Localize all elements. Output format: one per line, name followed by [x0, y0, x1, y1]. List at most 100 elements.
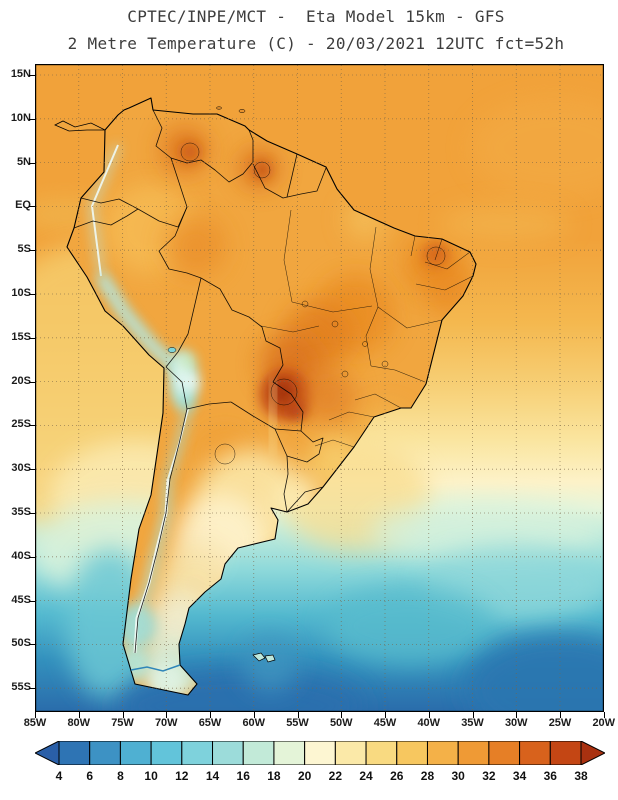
lon-tick — [385, 712, 386, 718]
lon-label: 30W — [504, 717, 528, 729]
lat-label: 5N — [16, 155, 31, 168]
paraguay-river-band — [268, 379, 278, 455]
country-borders — [73, 109, 327, 654]
colorbar-label: 24 — [359, 769, 373, 783]
colorbar — [35, 741, 605, 765]
lat-label: 50S — [11, 637, 31, 650]
colorbar-segment — [426, 741, 459, 765]
colorbar-label: 10 — [144, 769, 158, 783]
lat-tick — [29, 294, 35, 295]
colorbar-label: 6 — [86, 769, 94, 783]
colorbar-segment — [488, 741, 521, 765]
lon-tick — [516, 712, 518, 718]
lon-label: 65W — [198, 717, 222, 729]
lon-label: 35W — [461, 717, 484, 729]
colorbar-arrow-right — [580, 741, 605, 765]
lat-label: 35S — [11, 506, 31, 518]
lon-label: 85W — [23, 717, 47, 729]
lon-tick — [35, 712, 36, 718]
lat-label: 55S — [11, 681, 31, 694]
lat-tick — [29, 600, 35, 602]
lat-tick — [29, 162, 35, 164]
lat-tick — [29, 206, 35, 208]
colorbar-segment — [304, 741, 336, 765]
colorbar-segment — [365, 741, 398, 765]
colorbar-label: 14 — [205, 769, 220, 783]
gridlines — [36, 65, 603, 711]
lat-tick — [29, 425, 35, 427]
lon-tick — [166, 712, 168, 718]
lat-tick — [29, 513, 35, 514]
state-borders — [260, 209, 474, 448]
colorbar-arrow-left — [35, 741, 60, 765]
colorbar-segment — [58, 741, 91, 765]
colorbar-label: 22 — [328, 769, 343, 783]
lat-tick — [29, 556, 35, 558]
lon-label: 60W — [242, 717, 266, 729]
lon-tick — [428, 712, 430, 718]
colorbar-label: 4 — [55, 769, 63, 783]
lon-tick — [78, 712, 80, 718]
lat-label: 15S — [11, 330, 31, 343]
lat-label: EQ — [15, 199, 31, 212]
colorbar-label: 16 — [236, 769, 250, 783]
lat-tick — [29, 250, 35, 252]
lake-titicaca — [167, 347, 177, 353]
lon-label: 55W — [286, 717, 309, 729]
colorbar-label: 8 — [117, 769, 124, 783]
colorbar-segment — [181, 741, 214, 765]
lat-tick — [29, 118, 35, 120]
lat-tick — [29, 688, 35, 690]
colorbar-label: 12 — [175, 769, 189, 783]
lat-label: 25S — [11, 418, 31, 431]
colorbar-segment — [549, 741, 582, 765]
lat-label: 30S — [11, 462, 31, 475]
lon-label: 25W — [548, 717, 572, 729]
lon-label: 50W — [329, 717, 353, 729]
lat-tick — [29, 469, 35, 471]
magellan-strait — [130, 664, 181, 672]
lat-label: 15N — [10, 68, 31, 80]
colorbar-label: 36 — [543, 769, 557, 783]
colorbar-segment — [273, 741, 306, 765]
lon-label: 40W — [417, 717, 441, 729]
lat-tick — [29, 75, 35, 76]
lon-label: 45W — [373, 717, 397, 729]
colorbar-segment — [212, 741, 244, 765]
colorbar-segment — [150, 741, 183, 765]
lat-tick — [29, 337, 35, 339]
colorbar-segment — [242, 741, 275, 765]
coastline — [66, 97, 477, 696]
lat-label: 20S — [11, 374, 31, 387]
lon-label: 70W — [154, 717, 178, 729]
colorbar-segment — [457, 741, 490, 765]
lat-label: 40S — [11, 549, 31, 562]
lat-label: 10N — [10, 111, 31, 124]
colorbar-label: 20 — [297, 769, 312, 783]
colorbar-label: 34 — [512, 769, 527, 783]
lat-tick — [29, 381, 35, 383]
falkland-islands — [252, 652, 276, 663]
lon-tick — [122, 712, 124, 718]
colorbar-label: 28 — [420, 769, 435, 783]
lon-label: 20W — [592, 717, 616, 729]
panama-isthmus — [54, 120, 106, 132]
lat-label: 5S — [17, 243, 31, 256]
colorbar-segment — [396, 741, 428, 765]
map-frame — [35, 64, 604, 712]
colorbar-label: 30 — [451, 769, 465, 783]
map-canvas — [35, 64, 604, 712]
margarita-island — [216, 106, 222, 110]
lon-tick — [603, 712, 605, 718]
colorbar-segment — [89, 741, 121, 765]
lon-label: 80W — [67, 717, 91, 729]
colorbar-label: 32 — [482, 769, 496, 783]
islands-and-features — [54, 106, 276, 672]
lon-tick — [253, 712, 255, 718]
lat-tick — [29, 644, 35, 646]
lat-label: 10S — [11, 287, 31, 299]
lon-tick — [560, 712, 561, 718]
lat-label: 45S — [11, 593, 31, 606]
lon-tick — [210, 712, 211, 718]
